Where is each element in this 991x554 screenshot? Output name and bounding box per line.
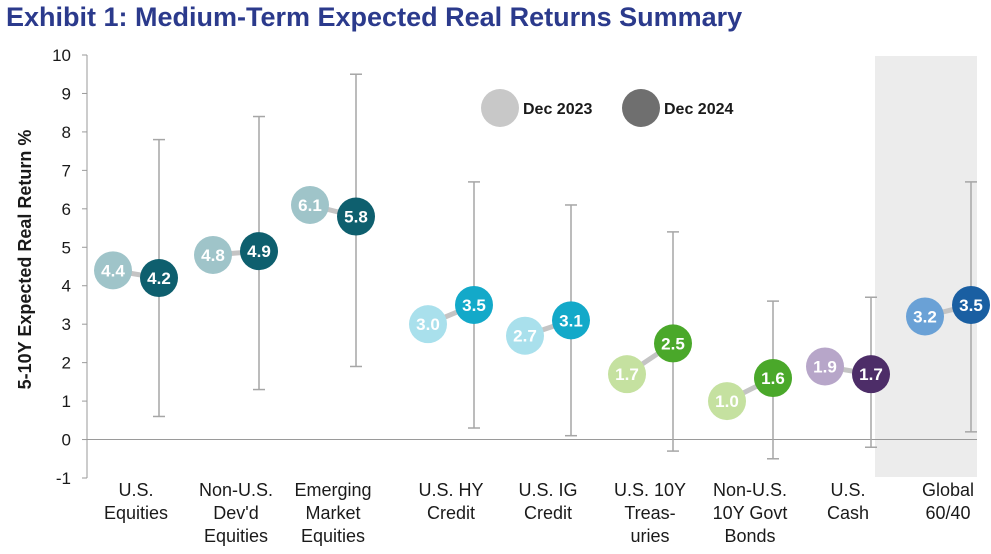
category-label-line: U.S. IG [518, 480, 577, 500]
y-tick-label: 3 [62, 315, 71, 334]
dec-2024-point [952, 285, 990, 324]
dec-2023-point [409, 305, 447, 344]
dec-2023-value: 4.8 [201, 246, 225, 265]
dec-2023-point [506, 316, 544, 355]
y-tick-label: 4 [62, 277, 71, 296]
legend-label-dec-2024: Dec 2024 [664, 101, 733, 118]
category-label: U.S. Cash [827, 480, 869, 523]
category-label-line: Treas- [624, 503, 675, 523]
dec-2024-point [140, 259, 178, 298]
category-label-line: Dev'd [213, 503, 258, 523]
dec-2024-point [754, 359, 792, 398]
dec-2024-value: 2.5 [661, 334, 685, 353]
category-label-line: Equities [104, 503, 168, 523]
category-label-line: Emerging [294, 480, 371, 500]
category-label-line: U.S. 10Y [614, 480, 686, 500]
category-label: U.S. 10Y Treas-uries [614, 480, 686, 546]
category-label-line: Equities [301, 526, 365, 546]
category-label-line: Non-U.S. [199, 480, 273, 500]
highlight-band-layer [875, 56, 977, 477]
category-label: Emerging Market Equities [294, 480, 371, 546]
category-label-line: U.S. [830, 480, 865, 500]
dec-2024-value: 4.9 [247, 242, 271, 261]
y-tick-label: 10 [52, 46, 71, 65]
category-label-line: Global [922, 480, 974, 500]
dec-2023-value: 1.7 [615, 365, 639, 384]
y-tick-label: 8 [62, 123, 71, 142]
category-label: U.S. IG Credit [518, 480, 577, 523]
legend: Dec 2023 Dec 2024 [481, 89, 733, 127]
data-layer: 4.4 4.2 4.8 4.9 6.1 5.8 3.0 3.5 2.7 3.1 1.7 2.5 1.0 1… [94, 73, 990, 460]
y-tick-label: 6 [62, 200, 71, 219]
legend-swatch-dec-2023 [481, 89, 519, 127]
category-label-line: Non-U.S. [713, 480, 787, 500]
category-label-line: Market [305, 503, 360, 523]
y-tick-label: 2 [62, 354, 71, 373]
dec-2023-value: 6.1 [298, 196, 322, 215]
y-tick-label: 0 [62, 431, 71, 450]
category-label-line: 60/40 [925, 503, 970, 523]
highlight-band [875, 56, 977, 477]
dec-2024-point [852, 355, 890, 394]
category-label: Global 60/40 [922, 480, 974, 523]
dec-2024-point [240, 232, 278, 271]
category-label: U.S. HY Credit [418, 480, 483, 523]
dec-2024-value: 5.8 [344, 208, 368, 227]
legend-label-dec-2023: Dec 2023 [523, 101, 592, 118]
dec-2023-value: 4.4 [101, 261, 125, 280]
dec-2023-point [708, 382, 746, 421]
dec-2024-value: 1.6 [761, 369, 785, 388]
dec-2024-value: 4.2 [147, 269, 171, 288]
y-tick-label: 9 [62, 84, 71, 103]
axis-layer: -1 0 1 2 3 4 5 6 7 8 9 10 5-10Y Expected Real Return… [15, 46, 977, 488]
chart-title: Exhibit 1: Medium-Term Expected Real Ret… [6, 2, 743, 32]
dec-2023-value: 1.0 [715, 392, 739, 411]
dec-2023-point [608, 355, 646, 394]
dec-2024-point [455, 285, 493, 324]
y-axis-title: 5-10Y Expected Real Return % [15, 130, 35, 390]
y-tick-label: -1 [56, 469, 71, 488]
dec-2024-value: 1.7 [859, 365, 883, 384]
category-label-line: U.S. [118, 480, 153, 500]
dec-2023-value: 2.7 [513, 327, 537, 346]
y-tick-label: 1 [62, 392, 71, 411]
category-label-line: Equities [204, 526, 268, 546]
category-label-line: Credit [524, 503, 572, 523]
dec-2024-point [654, 324, 692, 363]
category-label-line: uries [630, 526, 669, 546]
dec-2023-value: 3.2 [913, 307, 937, 326]
category-label-line: 10Y Govt [713, 503, 788, 523]
category-label: U.S. Equities [104, 480, 168, 523]
dec-2023-point [291, 185, 329, 224]
dec-2023-value: 3.0 [416, 315, 440, 334]
category-label: Non-U.S. Dev'd Equities [199, 480, 273, 546]
category-label-line: Credit [427, 503, 475, 523]
category-label: Non-U.S. 10Y Govt Bonds [713, 480, 788, 546]
dec-2024-value: 3.5 [462, 296, 486, 315]
dec-2023-point [194, 235, 232, 274]
dec-2024-value: 3.1 [559, 311, 583, 330]
y-tick-label: 7 [62, 161, 71, 180]
category-label-line: Bonds [724, 526, 775, 546]
dec-2023-value: 1.9 [813, 357, 837, 376]
dec-2023-point [94, 251, 132, 290]
dec-2023-point [806, 347, 844, 386]
legend-swatch-dec-2024 [622, 89, 660, 127]
category-label-line: U.S. HY [418, 480, 483, 500]
y-tick-label: 5 [62, 238, 71, 257]
dec-2024-value: 3.5 [959, 296, 983, 315]
dec-2024-point [552, 301, 590, 340]
category-label-line: Cash [827, 503, 869, 523]
dec-2024-point [337, 197, 375, 236]
dec-2023-point [906, 297, 944, 336]
